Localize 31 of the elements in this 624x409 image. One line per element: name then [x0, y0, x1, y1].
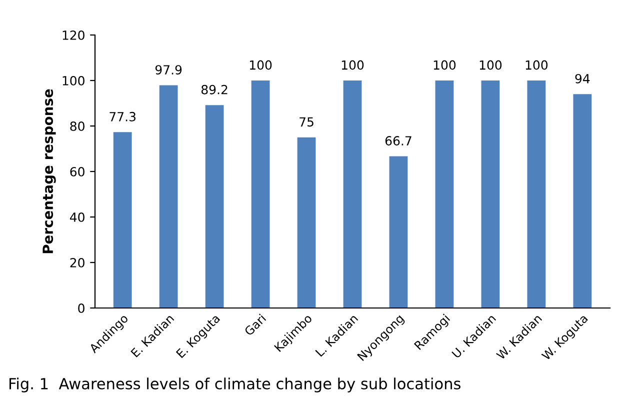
data-label: 100: [526, 60, 548, 70]
data-label: 97.9: [155, 65, 182, 75]
y-tick-label: 120: [62, 30, 84, 40]
caption: Fig. 1 Awareness levels of climate change by sub locations: [10, 378, 460, 392]
data-label: 100: [480, 60, 502, 70]
bar: [159, 85, 178, 308]
data-label: 66.7: [385, 136, 412, 146]
y-tick-label: 40: [70, 212, 84, 222]
y-axis-title: Percentage response: [42, 89, 56, 254]
bar: [205, 105, 224, 308]
y-tick-label: 20: [70, 258, 84, 268]
bar: [297, 137, 316, 308]
bar: [113, 132, 132, 308]
bar: [573, 94, 592, 308]
data-label: 100: [434, 60, 456, 70]
data-label: 100: [342, 60, 364, 70]
data-label: 100: [250, 60, 272, 70]
data-label: 89.2: [201, 84, 228, 94]
bar: [527, 80, 546, 308]
y-tick-label: 60: [70, 166, 84, 176]
y-tick-label: 100: [62, 76, 84, 86]
data-label: 75: [300, 117, 314, 127]
y-tick-label: 0: [78, 303, 84, 313]
data-label: 77.3: [110, 112, 136, 122]
bar: [389, 156, 408, 308]
bar: [343, 80, 362, 308]
bar: [435, 80, 454, 308]
bar: [481, 80, 500, 308]
bar: [251, 80, 270, 308]
data-label: 94: [575, 74, 590, 84]
y-tick-label: 80: [70, 121, 84, 131]
